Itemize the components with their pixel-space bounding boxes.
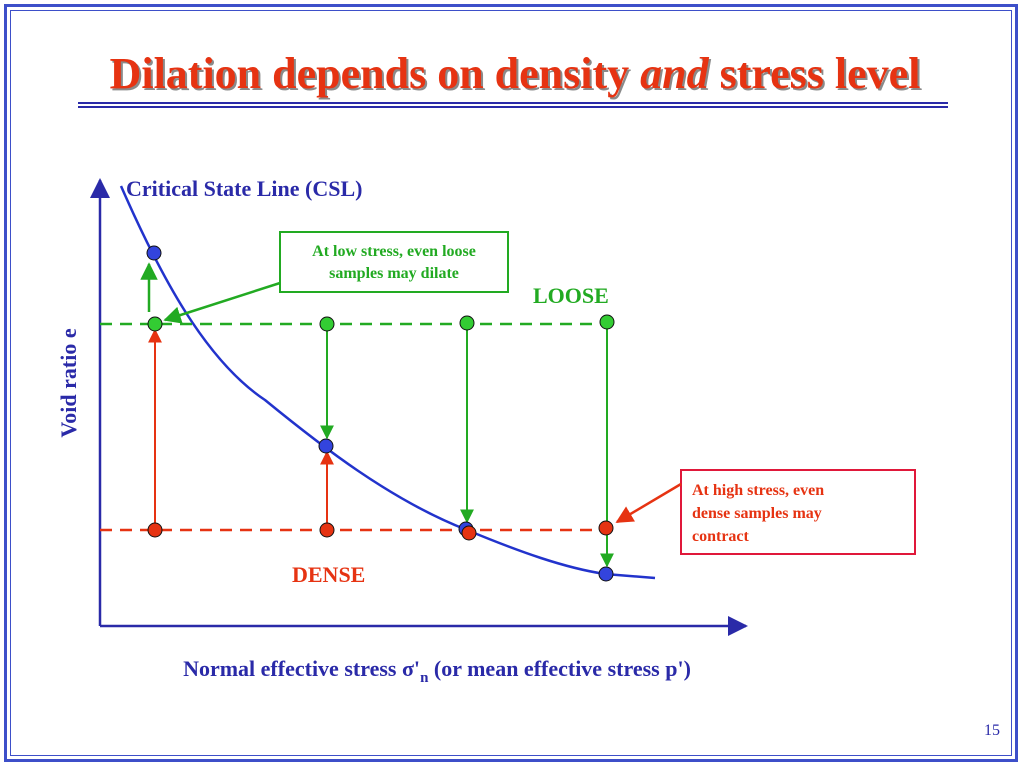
title-text-before: Dilation depends on density	[109, 49, 641, 98]
callout-high-stress-line1: At high stress, even	[692, 482, 824, 499]
title-underline	[78, 106, 948, 108]
x-axis-label-subscript: n	[420, 670, 429, 686]
callout-low-stress-pointer	[163, 281, 281, 324]
csl-point	[318, 438, 334, 454]
title-underline	[78, 102, 948, 104]
slide-border-outer	[4, 4, 1018, 762]
callout-high-stress-box	[680, 469, 916, 555]
loose-point	[147, 316, 163, 332]
y-axis-label: Void ratio e	[56, 328, 81, 437]
critical-state-line	[119, 185, 656, 580]
x-axis-label: Normal effective stress σ'n (or mean eff…	[183, 656, 691, 686]
callout-low-stress-box	[279, 231, 509, 293]
callout-high-stress-pointer	[615, 482, 682, 524]
slide-border-inner	[10, 10, 1012, 756]
csl-point	[598, 566, 614, 582]
dense-point	[319, 522, 335, 538]
dense-point	[598, 520, 614, 536]
page-number: 15	[984, 722, 1000, 739]
x-axis-label-symbol: σ'	[402, 656, 420, 681]
csl-point	[146, 245, 162, 261]
loose-point	[319, 316, 335, 332]
callout-high-stress-line3: contract	[692, 528, 750, 545]
callout-low-stress-line1: At low stress, even loose	[312, 243, 476, 260]
dense-point	[147, 522, 163, 538]
callout-high-stress-line2: dense samples may	[692, 505, 822, 522]
x-axis-label-main: Normal effective stress	[183, 656, 402, 681]
x-axis-label-rest: (or mean effective stress p')	[428, 656, 691, 681]
slide-title: Dilation depends on density and stress l…	[30, 48, 1000, 99]
csl-label: Critical State Line (CSL)	[126, 176, 362, 201]
loose-point	[599, 314, 615, 330]
callout-low-stress-line2: samples may dilate	[329, 265, 459, 282]
loose-label: LOOSE	[533, 283, 609, 308]
title-text-italic: and	[640, 49, 709, 98]
loose-point	[459, 315, 475, 331]
title-text-after: stress level	[708, 49, 921, 98]
dense-point	[461, 525, 477, 541]
dense-label: DENSE	[292, 562, 365, 587]
